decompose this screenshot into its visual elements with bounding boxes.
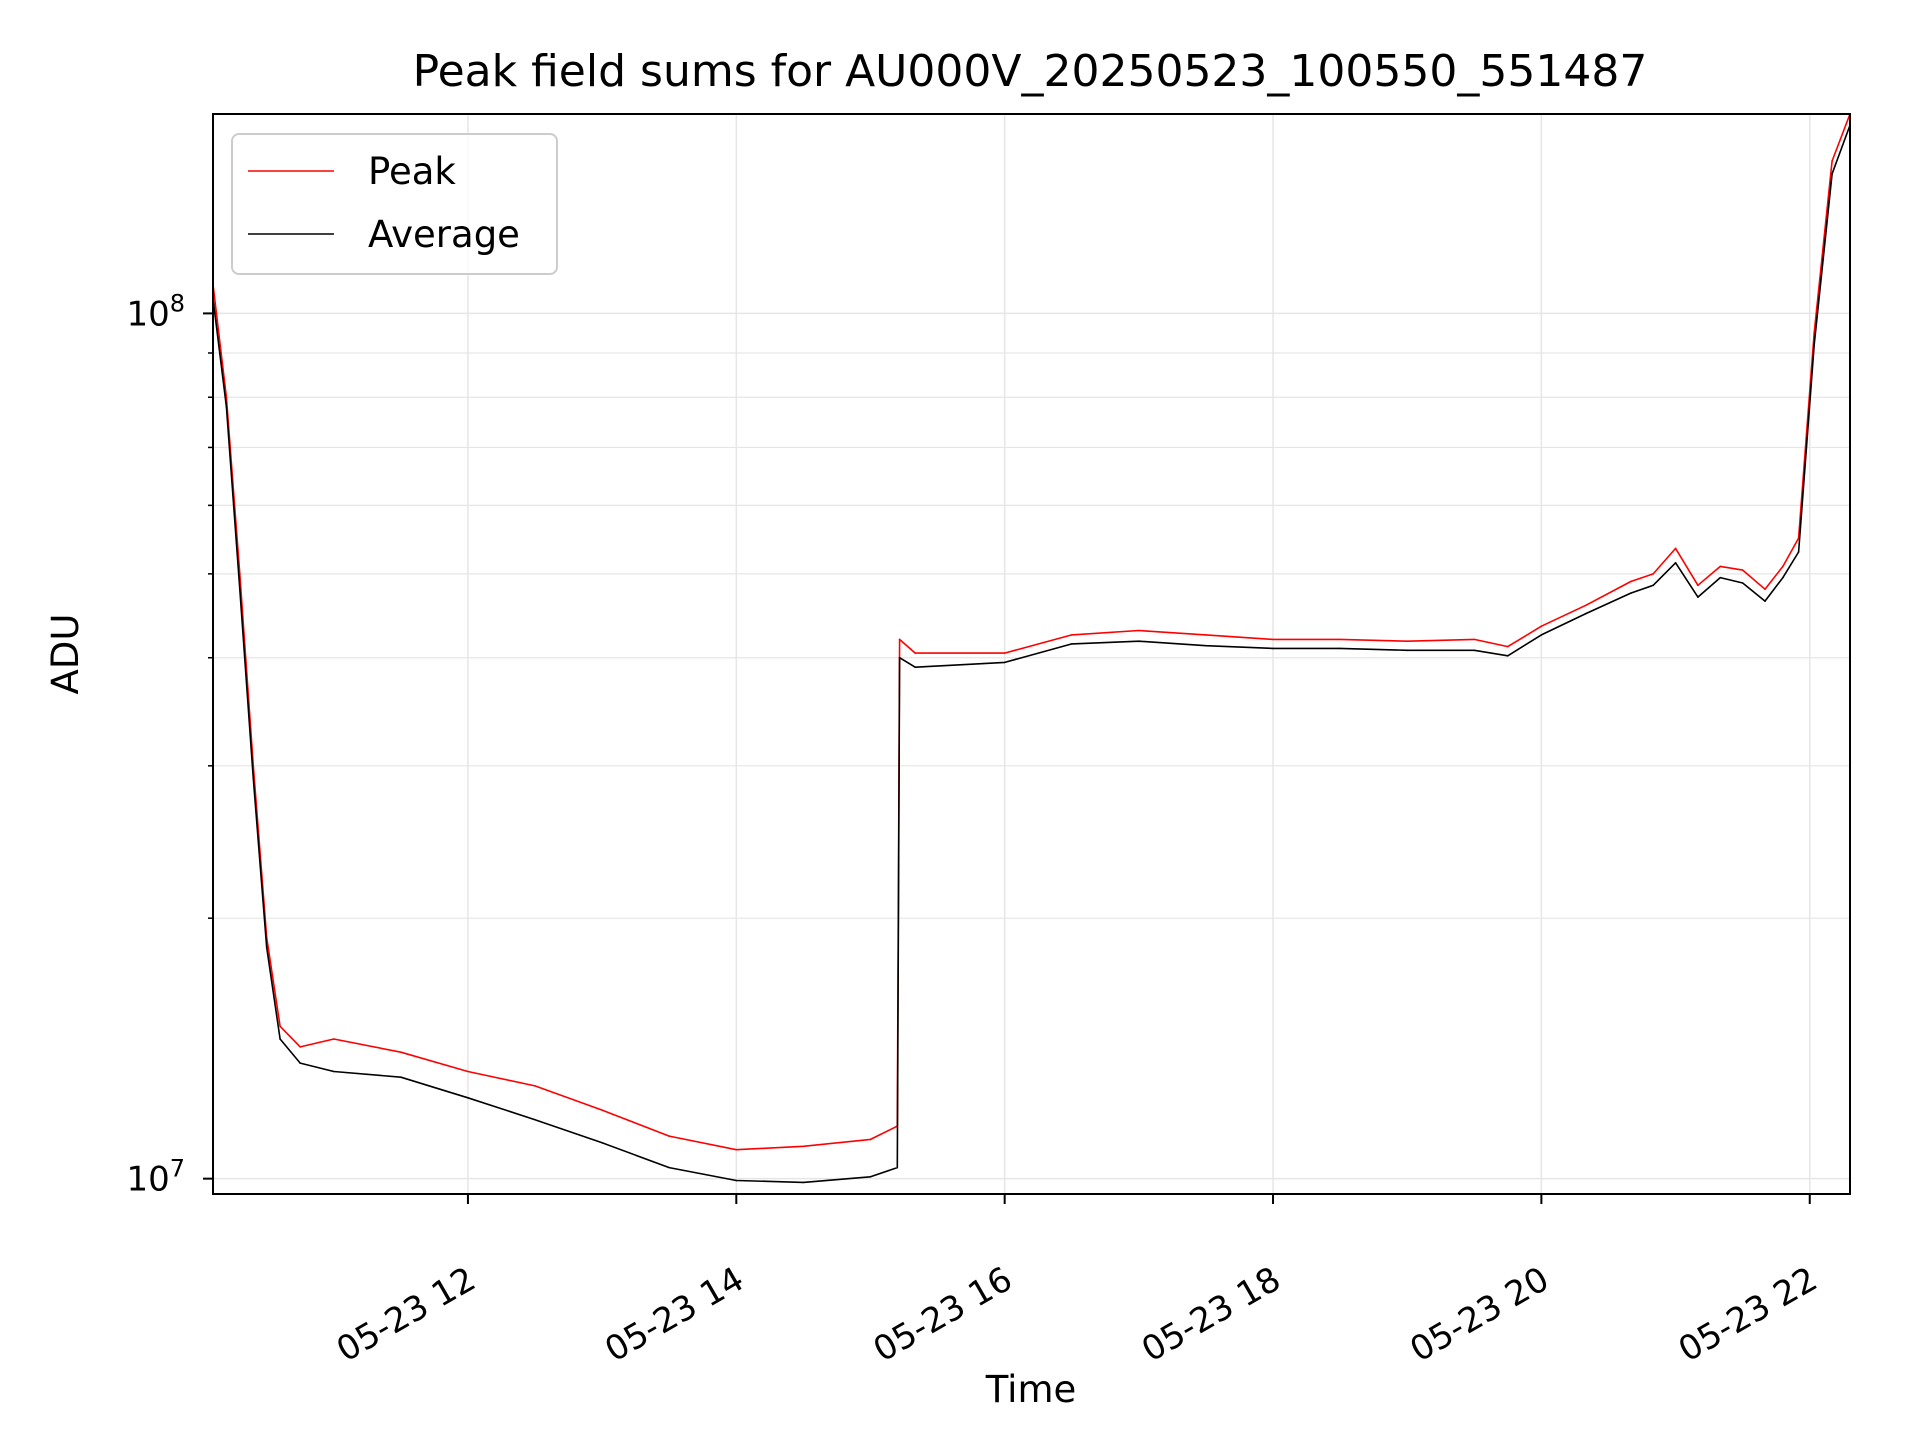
data-point-average [1205, 644, 1207, 647]
data-point-average [735, 1179, 738, 1182]
data-point-peak [1339, 638, 1341, 641]
data-point-average [299, 1062, 302, 1064]
data-point-average [225, 405, 228, 408]
data-point-average [1719, 576, 1722, 579]
series-line-average [212, 124, 1851, 1184]
data-point-peak [914, 652, 917, 654]
y-tick-label: 108 [126, 289, 185, 334]
data-point-average [1741, 582, 1744, 584]
data-point-peak [898, 638, 901, 641]
data-point-peak [1697, 584, 1699, 587]
legend-label-average: Average [368, 213, 520, 256]
data-point-average [400, 1076, 402, 1078]
series-line-peak [212, 113, 1851, 1151]
data-point-peak [1540, 625, 1543, 627]
data-point-average [1797, 551, 1800, 553]
data-point-peak [1585, 604, 1587, 607]
data-point-peak [1003, 652, 1006, 654]
plot-frame [212, 113, 1851, 1195]
data-point-average [1764, 600, 1766, 602]
data-point-peak [668, 1135, 671, 1137]
data-point-peak [1831, 160, 1833, 162]
data-point-peak [1272, 638, 1274, 641]
data-point-average [1507, 655, 1509, 657]
data-point-average [896, 1166, 899, 1169]
data-point-peak [332, 1038, 335, 1040]
data-point-peak [1764, 588, 1766, 591]
data-point-average [668, 1166, 671, 1169]
series-layer [212, 113, 1851, 1184]
data-point-peak [279, 1025, 281, 1028]
data-point-peak [1507, 645, 1509, 648]
data-point-peak [299, 1046, 302, 1048]
data-point-peak [735, 1148, 738, 1151]
y-axis: 107 108 [126, 289, 213, 1200]
data-point-average [1473, 649, 1476, 652]
data-point-average [265, 946, 268, 949]
legend-box [231, 133, 558, 275]
data-point-peak [1630, 580, 1632, 583]
data-point-peak [1473, 638, 1476, 641]
data-point-average [239, 588, 241, 591]
data-point-average [1831, 172, 1833, 175]
data-point-average [1070, 643, 1073, 645]
grid [213, 114, 1850, 1194]
data-point-average [601, 1142, 603, 1144]
data-point-average [252, 777, 255, 780]
data-point-average [1585, 612, 1587, 615]
data-point-average [1540, 634, 1543, 636]
data-point-average [1674, 561, 1677, 564]
data-point-average [1003, 661, 1006, 664]
data-point-average [898, 656, 901, 659]
data-point-average [1272, 647, 1274, 650]
legend-label-peak: Peak [368, 150, 456, 193]
data-point-peak [467, 1070, 469, 1073]
data-point-average [1652, 584, 1655, 587]
data-point-average [534, 1118, 536, 1121]
data-point-average [279, 1038, 281, 1040]
data-point-peak [1406, 640, 1409, 642]
data-point-peak [1205, 634, 1207, 636]
data-point-peak [1070, 634, 1073, 636]
data-point-average [914, 666, 917, 669]
data-point-average [1697, 596, 1699, 598]
data-point-peak [400, 1051, 402, 1054]
data-point-average [467, 1097, 469, 1099]
data-point-peak [802, 1145, 805, 1148]
data-point-peak [1782, 565, 1784, 568]
data-point-peak [1674, 547, 1677, 550]
data-point-peak [601, 1109, 603, 1111]
chart-title: Peak field sums for AU000V_20250523_1005… [413, 46, 1648, 97]
data-point-peak [534, 1085, 536, 1087]
y-tick-label: 107 [126, 1155, 185, 1200]
data-point-average [1339, 647, 1341, 650]
data-point-average [1138, 640, 1140, 642]
data-point-average [1782, 576, 1784, 579]
data-point-peak [1741, 569, 1744, 571]
y-axis-label: ADU [44, 614, 87, 695]
data-point-average [1813, 343, 1816, 346]
data-point-average [332, 1070, 335, 1073]
data-point-average [869, 1175, 872, 1178]
data-point-peak [869, 1138, 872, 1141]
data-point-average [1406, 649, 1409, 652]
data-point-peak [1138, 629, 1140, 632]
legend: Peak Average [231, 133, 558, 275]
data-point-peak [1652, 573, 1655, 575]
x-axis-label: Time [985, 1368, 1077, 1411]
data-point-peak [1719, 565, 1722, 568]
data-point-average [802, 1181, 805, 1184]
data-point-average [1630, 592, 1632, 594]
